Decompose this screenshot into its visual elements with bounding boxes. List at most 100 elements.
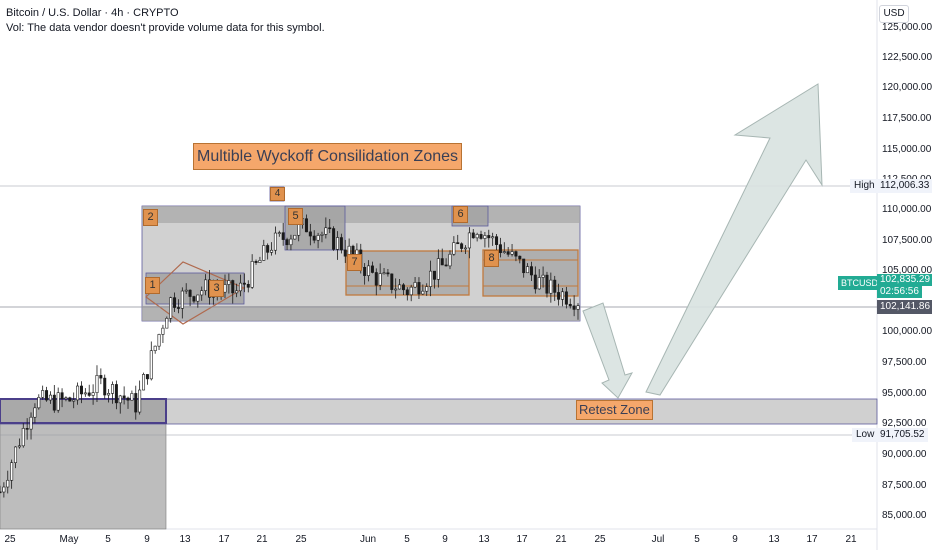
candle-body [235,290,239,294]
candle-body [107,393,111,396]
candle-body [52,394,56,411]
x-tick: 21 [256,534,268,545]
zone-number-1[interactable]: 1 [145,277,160,294]
candle-body [134,393,138,413]
zone-number-7[interactable]: 7 [347,254,362,271]
candle-body [99,375,103,379]
candle-body [471,232,475,239]
candle-body [452,242,456,255]
candle-body [273,232,277,251]
candle-body [145,374,149,380]
candle-body [576,305,580,310]
zone-number-4[interactable]: 4 [270,187,285,201]
candle-body [518,255,522,260]
candle-body [432,270,436,280]
candle-body [545,274,549,294]
x-tick: 17 [218,534,230,545]
x-tick: 25 [295,534,307,545]
wyckoff-title-annotation[interactable]: Multible Wyckoff Consilidation Zones [193,143,463,170]
base-zone-shadow [0,419,167,530]
candle-body [122,395,126,399]
candle-body [502,251,506,253]
zone-number-2[interactable]: 2 [143,209,158,226]
candle-body [6,479,10,488]
x-tick: 9 [732,534,738,545]
x-tick: 5 [105,534,111,545]
x-tick: 9 [442,534,448,545]
candle-body [529,266,533,276]
candle-body [417,282,421,295]
volume-note: Vol: The data vendor doesn't provide vol… [6,22,325,34]
candle-body [72,399,76,402]
x-tick: Jul [651,534,665,545]
zone-number-3[interactable]: 3 [209,280,224,297]
candle-body [142,374,146,391]
candle-body [21,428,25,447]
candle-body [192,296,196,302]
candle-body [495,236,499,245]
candle-body [293,234,297,240]
candle-body [572,305,576,310]
candle-body [14,446,18,463]
currency-button[interactable]: USD [879,5,909,23]
candle-body [367,265,371,276]
candle-body [413,282,417,288]
candle-body [522,258,526,274]
candle-body [304,218,308,233]
candle-body [169,297,173,319]
candle-body [41,390,45,398]
candle-body [487,235,491,239]
candle-body [553,279,557,293]
y-tick: 95,000.00 [882,388,927,399]
candle-body [239,282,243,292]
candle-body [126,397,130,401]
candle-body [130,393,134,401]
candle-body [266,245,270,253]
candle-body [444,264,448,267]
candle-body [386,272,390,275]
up-arrow [645,83,823,396]
y-tick: 90,000.00 [882,449,927,460]
zone-number-6[interactable]: 6 [453,206,468,223]
candle-body [440,258,444,266]
x-tick: Jun [359,534,377,545]
y-tick: 125,000.00 [882,22,932,33]
candle-body [48,394,52,401]
candle-body [270,249,274,253]
candle-body [479,234,483,239]
zone-number-5[interactable]: 5 [288,208,303,225]
x-tick: 17 [806,534,818,545]
candle-body [56,392,60,411]
y-tick: 105,000.00 [882,265,932,276]
candle-body [103,377,107,396]
y-tick: 97,500.00 [882,357,927,368]
candle-body [29,416,33,430]
symbol-title[interactable]: Bitcoin / U.S. Dollar · 4h · CRYPTO [6,7,179,19]
low-value-tag: 91,705.52 [877,428,928,442]
candle-body [297,223,301,236]
y-tick: 117,500.00 [882,113,932,124]
low-label: Low [852,428,879,442]
candle-body [188,289,192,297]
candle-body [568,303,572,307]
candle-body [173,297,177,308]
candle-body [557,292,561,300]
candle-body [0,491,2,494]
candle-body [37,397,41,409]
x-tick: 5 [404,534,410,545]
candle-body [312,235,316,241]
candle-body [401,284,405,291]
candle-body [467,232,471,249]
candle-body [64,397,68,400]
candle-body [242,282,246,285]
candle-body [68,397,72,402]
x-tick: 21 [555,534,567,545]
zone-number-8[interactable]: 8 [484,250,499,267]
candle-body [277,232,281,234]
candle-body [382,272,386,275]
candle-body [200,290,204,296]
retest-zone-annotation[interactable]: Retest Zone [576,400,653,420]
candle-body [153,345,157,351]
candle-body [339,237,343,251]
